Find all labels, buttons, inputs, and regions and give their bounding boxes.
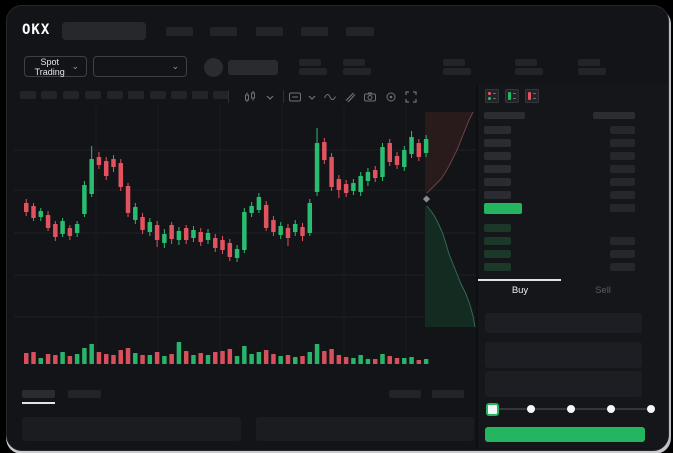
timeframe-button-placeholder[interactable] — [20, 91, 36, 99]
timeframe-button-placeholder[interactable] — [128, 91, 144, 99]
ticker-stat-value-placeholder — [515, 68, 543, 75]
slider-stop-dot[interactable] — [567, 405, 575, 413]
orderbook-mode-both-icon[interactable] — [485, 89, 499, 103]
orders-filter-box[interactable] — [256, 417, 474, 441]
orderbook-bid-amount-placeholder[interactable] — [610, 237, 635, 245]
orderbook-price-header-placeholder — [484, 112, 525, 119]
ticker-stat-label-placeholder — [343, 59, 365, 66]
orderbook-bid-price-placeholder[interactable] — [484, 224, 511, 232]
ticker-stat-value-placeholder — [343, 68, 371, 75]
orderbook-mode-sells-icon[interactable] — [525, 89, 539, 103]
timeframe-button-placeholder[interactable] — [150, 91, 166, 99]
draw-pencil-icon[interactable] — [343, 90, 357, 104]
candle-style-icon[interactable] — [243, 90, 257, 104]
orderbook-bid-price-placeholder[interactable] — [484, 263, 511, 271]
fullscreen-icon[interactable] — [404, 90, 418, 104]
orderbook-ask-amount-placeholder[interactable] — [610, 139, 635, 147]
timeframe-button-placeholder[interactable] — [41, 91, 57, 99]
ticker-stat-label-placeholder — [443, 59, 465, 66]
price-input[interactable] — [485, 313, 642, 333]
orderbook-ask-price-placeholder[interactable] — [484, 165, 511, 173]
orderbook-ask-amount-placeholder[interactable] — [610, 191, 635, 199]
pair-name-placeholder — [228, 60, 278, 75]
panel-divider — [476, 84, 478, 448]
orderbook-ask-price-placeholder[interactable] — [484, 191, 511, 199]
buy-tab-underline — [478, 279, 561, 281]
app-window: OKX Spot Trading ⌄ ⌄ — [6, 5, 669, 451]
slider-stop-dot[interactable] — [647, 405, 655, 413]
orderbook-ask-amount-placeholder[interactable] — [610, 178, 635, 186]
nav-menu-item-placeholder[interactable] — [166, 27, 193, 36]
nav-search-placeholder[interactable] — [62, 22, 146, 40]
okx-logo: OKX — [22, 22, 51, 38]
amount-slider-handle[interactable] — [486, 403, 499, 416]
line-tool-icon[interactable] — [323, 90, 337, 104]
orderbook-ask-amount-placeholder[interactable] — [610, 152, 635, 160]
orderbook-ask-price-placeholder[interactable] — [484, 126, 511, 134]
ticker-stat-value-placeholder — [578, 68, 606, 75]
orderbook-bid-price-placeholder[interactable] — [484, 250, 511, 258]
toolbar-divider — [283, 90, 284, 103]
orders-tab-placeholder[interactable] — [22, 390, 55, 398]
timeframe-button-placeholder[interactable] — [171, 91, 187, 99]
timeframe-button-placeholder[interactable] — [63, 91, 79, 99]
ticker-stat-label-placeholder — [515, 59, 537, 66]
nav-menu-item-placeholder[interactable] — [256, 27, 283, 36]
trading-pair-select[interactable]: ⌄ — [93, 56, 187, 77]
nav-menu-item-placeholder[interactable] — [301, 27, 328, 36]
chevron-down-icon[interactable] — [263, 90, 277, 104]
ticker-stat-value-placeholder — [443, 68, 471, 75]
nav-menu-item-placeholder[interactable] — [210, 27, 237, 36]
timeframe-button-placeholder[interactable] — [213, 91, 229, 99]
orders-action-placeholder[interactable] — [389, 390, 421, 398]
tab-sell[interactable]: Sell — [561, 285, 645, 296]
timeframe-button-placeholder[interactable] — [107, 91, 123, 99]
market-type-select[interactable]: Spot Trading ⌄ — [24, 56, 87, 77]
coin-icon — [204, 58, 223, 77]
chevron-down-icon[interactable] — [305, 90, 319, 104]
timeframe-button-placeholder[interactable] — [192, 91, 208, 99]
ticker-stat-label-placeholder — [578, 59, 600, 66]
active-tab-underline — [22, 402, 55, 404]
orderbook-bid-amount-placeholder[interactable] — [610, 250, 635, 258]
indicators-icon[interactable] — [288, 90, 302, 104]
orders-tab-placeholder[interactable] — [68, 390, 101, 398]
slider-stop-dot[interactable] — [607, 405, 615, 413]
orderbook-bid-price-placeholder[interactable] — [484, 237, 511, 245]
camera-icon[interactable] — [363, 90, 377, 104]
orderbook-ask-price-placeholder[interactable] — [484, 152, 511, 160]
orders-action-placeholder[interactable] — [432, 390, 464, 398]
market-type-label: Spot Trading — [34, 56, 65, 77]
amount-input[interactable] — [485, 342, 642, 368]
orderbook-amount-header-placeholder — [593, 112, 635, 119]
orderbook-ask-amount-placeholder[interactable] — [610, 126, 635, 134]
orderbook-bid-amount-placeholder[interactable] — [610, 263, 635, 271]
buy-submit-button[interactable] — [485, 427, 645, 442]
slider-stop-dot[interactable] — [527, 405, 535, 413]
ticker-stat-value-placeholder — [299, 68, 327, 75]
orderbook-ask-price-placeholder[interactable] — [484, 139, 511, 147]
orderbook-ask-amount-placeholder[interactable] — [610, 165, 635, 173]
orderbook-ask-price-placeholder[interactable] — [484, 178, 511, 186]
tab-buy[interactable]: Buy — [478, 285, 562, 296]
total-input[interactable] — [485, 371, 642, 397]
chevron-down-icon: ⌄ — [71, 61, 79, 71]
nav-menu-item-placeholder[interactable] — [346, 27, 374, 36]
orderbook-mode-buys-icon[interactable] — [505, 89, 519, 103]
toolbar-divider — [228, 90, 229, 103]
timeframe-button-placeholder[interactable] — [85, 91, 101, 99]
chevron-down-icon: ⌄ — [171, 61, 179, 71]
last-price-highlight[interactable] — [484, 203, 522, 214]
candlestick-chart[interactable] — [14, 106, 478, 368]
settings-gear-icon[interactable] — [384, 90, 398, 104]
orderbook-ask-amount-placeholder[interactable] — [610, 204, 635, 212]
orders-filter-box[interactable] — [22, 417, 241, 441]
ticker-stat-label-placeholder — [299, 59, 321, 66]
